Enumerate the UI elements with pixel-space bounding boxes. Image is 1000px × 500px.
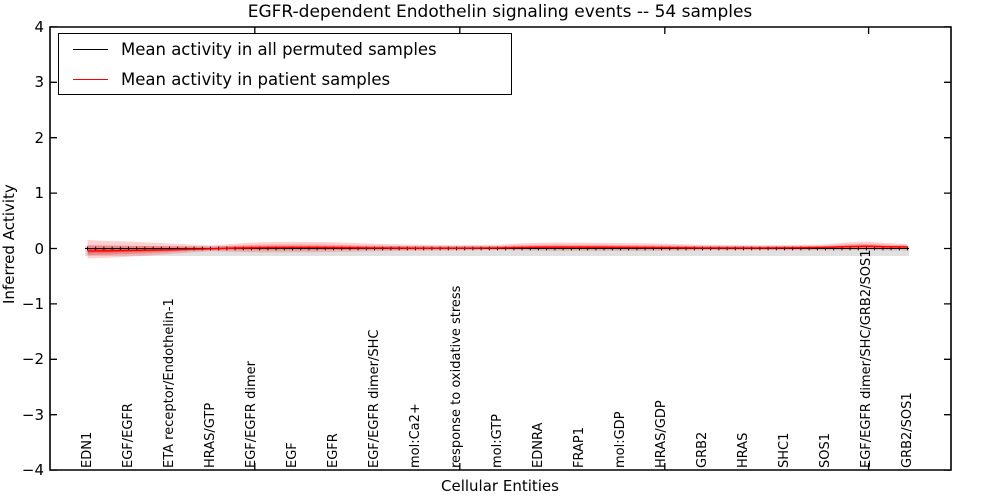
x-entity-label: EGF (284, 442, 300, 468)
x-entity-label: GRB2/SOS1 (899, 392, 915, 468)
patient-confidence-band-mid (87, 243, 908, 256)
x-entity-label: SHC1 (776, 432, 792, 468)
legend-line-swatch (73, 49, 108, 50)
x-entity-label: response to oxidative stress (448, 285, 464, 468)
x-entity-label: HRAS/GTP (202, 402, 218, 468)
x-entity-label: FRAP1 (571, 427, 587, 468)
x-entity-label: EGF/EGFR dimer/SHC/GRB2/SOS1 (858, 249, 874, 469)
y-tick-label: 3 (34, 73, 44, 92)
x-entity-label: EGFR (325, 433, 341, 468)
y-tick-label: −4 (21, 461, 44, 480)
legend-entry: Mean activity in all permuted samples (59, 35, 511, 64)
x-entity-label: EDN1 (79, 431, 95, 468)
patient-mean-line (87, 245, 908, 252)
y-tick-label: 1 (34, 184, 44, 203)
x-entity-label: SOS1 (817, 432, 833, 468)
x-entity-label: EGF/EGFR (120, 403, 136, 468)
x-entity-label: ETA receptor/Endothelin-1 (161, 298, 177, 468)
permuted-confidence-band (85, 246, 909, 256)
y-tick-label: 0 (34, 239, 44, 258)
chart-title: EGFR-dependent Endothelin signaling even… (247, 2, 753, 22)
y-tick-label: −3 (21, 405, 44, 424)
x-entity-label: mol:GDP (612, 411, 628, 468)
x-entity-label: mol:GTP (489, 414, 505, 468)
legend-label: Mean activity in patient samples (121, 70, 391, 89)
x-entity-label: EGF/EGFR dimer/SHC (366, 329, 382, 468)
x-entity-label: HRAS (735, 432, 751, 468)
x-entity-label: GRB2 (694, 431, 710, 468)
legend-label: Mean activity in all permuted samples (121, 40, 437, 59)
y-tick-label: 4 (34, 17, 44, 36)
x-entity-label: HRAS/GDP (653, 400, 669, 468)
x-axis-label: Cellular Entities (441, 477, 559, 495)
legend-entry: Mean activity in patient samples (59, 65, 511, 94)
legend: Mean activity in all permuted samples Mea… (58, 33, 512, 95)
axis-tick-marks (50, 26, 951, 471)
x-entity-label: EDNRA (530, 422, 546, 468)
x-entity-label: EGF/EGFR dimer (243, 361, 259, 468)
x-entity-label: mol:Ca2+ (407, 403, 423, 468)
legend-line-swatch (73, 79, 108, 80)
y-tick-label: −1 (21, 294, 44, 313)
y-tick-label: 2 (34, 128, 44, 147)
y-tick-label: −2 (21, 350, 44, 369)
